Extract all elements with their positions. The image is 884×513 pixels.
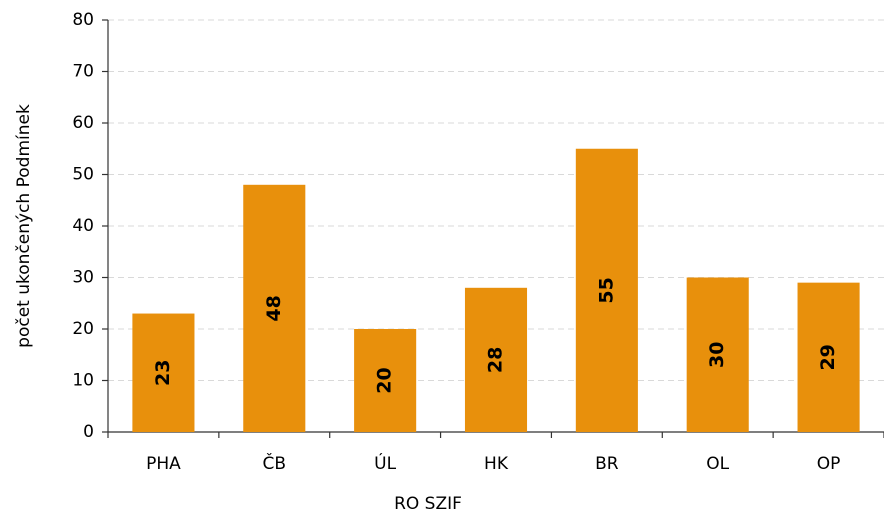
y-tick-label: 0 (83, 422, 94, 442)
bar (686, 277, 749, 432)
x-axis-label: RO SZIF (394, 494, 462, 513)
data-label: 48 (263, 295, 285, 321)
bar (354, 329, 417, 432)
x-tick-label: OP (817, 454, 841, 474)
data-label: 20 (374, 367, 396, 393)
y-tick-label: 70 (72, 62, 94, 82)
x-tick-label: ČB (263, 452, 287, 474)
data-label: 30 (706, 342, 728, 368)
y-tick-label: 10 (72, 371, 94, 391)
x-tick-label: ÚL (374, 452, 396, 474)
bar (797, 282, 860, 432)
x-tick-label: OL (706, 454, 729, 474)
y-tick-label: 30 (72, 268, 94, 288)
y-tick-label: 60 (72, 113, 94, 133)
data-label: 23 (152, 360, 174, 386)
y-tick-label: 80 (72, 10, 94, 30)
x-tick-label: PHA (146, 454, 181, 474)
x-tick-label: HK (484, 454, 509, 474)
data-label: 28 (485, 347, 507, 373)
y-tick-label: 50 (72, 165, 94, 185)
bar (132, 313, 195, 432)
y-tick-label: 40 (72, 216, 94, 236)
bar (243, 184, 306, 432)
data-label: 29 (817, 344, 839, 370)
x-tick-label: BR (595, 454, 619, 474)
data-label: 55 (595, 277, 617, 303)
bar (575, 148, 638, 432)
y-tick-label: 20 (72, 319, 94, 339)
bar (464, 287, 528, 432)
y-axis-label: počet ukončených Podmínek (14, 104, 34, 348)
